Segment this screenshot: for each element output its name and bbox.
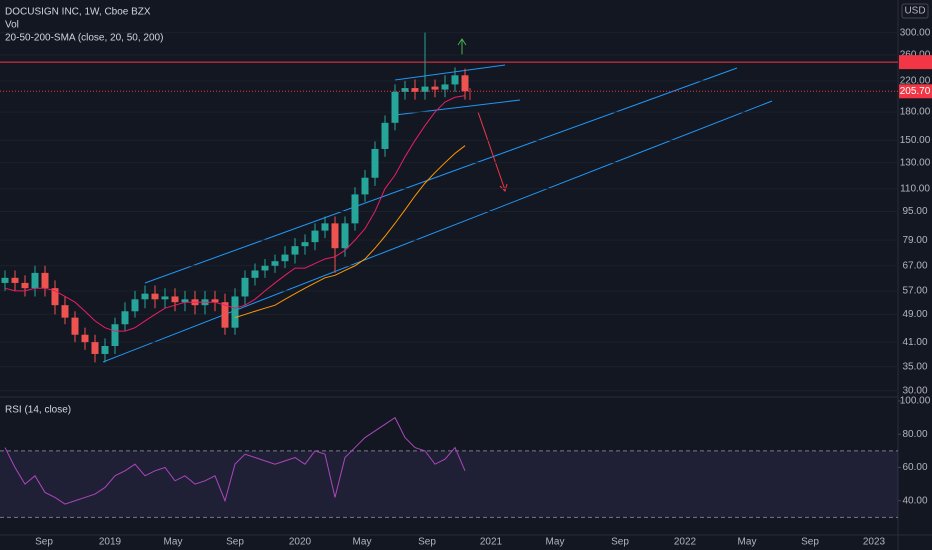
channel-line xyxy=(102,100,773,363)
candle-body xyxy=(11,277,19,283)
indicator-label: RSI (14, close) xyxy=(5,405,71,416)
candle-body xyxy=(141,293,149,300)
x-tick-label: 2019 xyxy=(99,537,122,548)
x-tick-label: May xyxy=(164,537,183,548)
candle-body xyxy=(131,299,139,312)
candle-body xyxy=(361,177,369,195)
candle-body xyxy=(101,345,109,354)
candle-body xyxy=(121,311,129,325)
candle-body xyxy=(421,86,429,92)
candle-body xyxy=(311,230,319,243)
x-tick-label: May xyxy=(546,537,565,548)
candle-body xyxy=(161,296,169,300)
channel-line xyxy=(144,67,738,284)
y-tick-label: 35.00 xyxy=(902,361,927,372)
arrow-head xyxy=(499,183,508,192)
candle-body xyxy=(411,88,419,92)
price-label-box xyxy=(899,84,932,99)
candle-body xyxy=(231,296,239,328)
candle-body xyxy=(181,299,189,303)
price-label: 205.70 xyxy=(900,86,931,97)
candle-body xyxy=(211,299,219,303)
y-tick-label: 80.00 xyxy=(902,429,927,440)
x-tick-label: 2022 xyxy=(674,537,697,548)
y-tick-label: 49.00 xyxy=(902,309,927,320)
rsi-band xyxy=(0,450,898,518)
y-tick-label: 100.00 xyxy=(900,396,931,407)
rsi-line xyxy=(4,416,466,505)
y-tick-label: 260.00 xyxy=(900,50,931,61)
indicator-label: 20-50-200-SMA (close, 20, 50, 200) xyxy=(5,33,163,44)
candle-body xyxy=(351,194,359,224)
x-tick-label: 2020 xyxy=(289,537,312,548)
indicator-label: Vol xyxy=(5,20,19,31)
candle-body xyxy=(41,272,49,289)
candle-body xyxy=(251,270,259,278)
candle-body xyxy=(111,324,119,346)
candle-body xyxy=(441,84,449,90)
candle-body xyxy=(91,342,99,354)
candle-body xyxy=(241,277,249,297)
y-tick-label: 95.00 xyxy=(902,206,927,217)
drawings xyxy=(0,32,898,392)
x-tick-label: Sep xyxy=(801,537,819,548)
candle-body xyxy=(271,261,279,266)
candle-body xyxy=(71,317,79,335)
currency-box[interactable] xyxy=(901,3,929,19)
channel-line xyxy=(394,64,506,81)
candle-body xyxy=(451,75,459,85)
candle-body xyxy=(261,265,269,271)
candle-body xyxy=(281,254,289,262)
candle-body xyxy=(331,223,339,249)
y-tick-label: 79.00 xyxy=(902,235,927,246)
y-tick-label: 300.00 xyxy=(900,27,931,38)
y-tick-label: 110.00 xyxy=(900,183,930,194)
chart-title: DOCUSIGN INC, 1W, Cboe BZX xyxy=(5,7,151,18)
y-tick-label: 60.00 xyxy=(902,462,927,473)
candle-body xyxy=(391,91,399,123)
candle-body xyxy=(401,88,409,92)
y-tick-label: 180.00 xyxy=(900,107,931,118)
y-tick-label: 67.00 xyxy=(902,260,927,271)
candle-body xyxy=(461,75,469,92)
candle-body xyxy=(81,334,89,343)
y-tick-label: 150.00 xyxy=(900,135,931,146)
x-tick-label: 2023 xyxy=(863,537,886,548)
y-tick-label: 41.00 xyxy=(902,337,927,348)
candle-body xyxy=(151,293,159,300)
x-tick-label: Sep xyxy=(226,537,244,548)
arrow-head xyxy=(457,38,467,46)
candle-body xyxy=(321,223,329,231)
x-tick-label: 2021 xyxy=(480,537,503,548)
sma-line xyxy=(4,95,466,332)
candle-body xyxy=(381,122,389,149)
arrow xyxy=(477,111,506,191)
candle-body xyxy=(341,223,349,249)
candle-body xyxy=(61,305,69,318)
y-tick-label: 40.00 xyxy=(902,495,927,506)
candle-body xyxy=(21,282,29,289)
candle-body xyxy=(221,302,229,328)
y-tick-label: 220.00 xyxy=(900,75,931,86)
x-tick-label: Sep xyxy=(35,537,53,548)
currency: USD xyxy=(904,6,925,17)
candle-body xyxy=(301,242,309,247)
candle-body xyxy=(51,288,59,306)
y-tick-label: 30.00 xyxy=(902,385,927,396)
x-tick-label: May xyxy=(738,537,757,548)
sma-line xyxy=(234,145,466,319)
y-tick-label: 57.00 xyxy=(902,286,927,297)
candle-body xyxy=(31,272,39,289)
x-tick-label: Sep xyxy=(418,537,436,548)
x-tick-label: May xyxy=(353,537,372,548)
candle-body xyxy=(171,296,179,303)
x-tick-label: Sep xyxy=(611,537,629,548)
candle-body xyxy=(431,86,439,90)
y-tick-label: 130.00 xyxy=(900,157,931,168)
candle-body xyxy=(291,246,299,255)
price-label-box xyxy=(899,55,932,70)
candle-body xyxy=(1,277,9,283)
candle-body xyxy=(371,148,379,178)
